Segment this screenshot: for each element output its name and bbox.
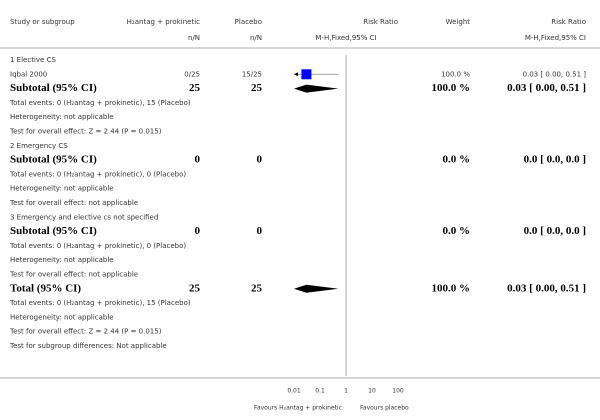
- note: Test for overall effect: Z = 2.44 (P = 0…: [9, 328, 162, 336]
- axis-label: Favours placebo: [360, 405, 409, 412]
- x-tick-label: 1: [344, 388, 348, 395]
- note: Test for subgroup differences: Not appli…: [9, 342, 167, 350]
- effect-cell: 0.0 [ 0.0, 0.0 ]: [524, 154, 586, 166]
- col-header: Placebo: [235, 18, 262, 26]
- effect-cell: 0.03 [ 0.00, 0.51 ]: [507, 82, 586, 94]
- treatment-cell: 25: [189, 282, 201, 294]
- group-title: 2 Emergency CS: [10, 142, 68, 150]
- diamond: [294, 84, 339, 93]
- note: Total events: 0 (H₂antag + prokinetic), …: [9, 299, 191, 307]
- x-tick-label: 0.1: [315, 388, 325, 395]
- row-label: Subtotal (95% CI): [10, 82, 97, 94]
- row-label: Total (95% CI): [10, 282, 81, 294]
- col-unit: n/N: [188, 34, 200, 42]
- note: Heterogeneity: not applicable: [10, 113, 114, 121]
- note: Test for overall effect: not applicable: [9, 271, 138, 279]
- control-cell: 0: [257, 225, 263, 237]
- diamond: [294, 284, 339, 293]
- col-header: Study or subgroup: [10, 18, 75, 26]
- weight-cell: 0.0 %: [443, 225, 471, 237]
- control-cell: 25: [251, 282, 263, 294]
- note: Total events: 0 (H₂antag + prokinetic), …: [9, 242, 186, 250]
- group-title: 3 Emergency and elective cs not specifie…: [10, 213, 158, 221]
- note: Total events: 0 (H₂antag + prokinetic), …: [9, 99, 191, 107]
- note: Heterogeneity: not applicable: [10, 313, 114, 321]
- x-tick-label: 10: [368, 388, 376, 395]
- x-tick-label: 100: [392, 388, 404, 395]
- note: Test for overall effect: not applicable: [9, 199, 138, 207]
- note: Heterogeneity: not applicable: [10, 256, 114, 264]
- effect-cell: 0.0 [ 0.0, 0.0 ]: [524, 225, 586, 237]
- weight-cell: 100.0 %: [432, 282, 471, 294]
- control-cell: 25: [251, 82, 263, 94]
- col-unit: n/N: [250, 34, 262, 42]
- group-title: 1 Elective CS: [10, 56, 56, 64]
- col-unit: M-H,Fixed,95% CI: [525, 34, 586, 42]
- note: Test for overall effect: Z = 2.44 (P = 0…: [9, 128, 162, 136]
- note: Total events: 0 (H₂antag + prokinetic), …: [9, 170, 186, 178]
- col-header: Risk Ratio: [363, 18, 398, 26]
- col-unit: M-H,Fixed,95% CI: [315, 34, 376, 42]
- ci-arrow: [294, 72, 298, 77]
- col-header: Weight: [446, 18, 471, 26]
- control-cell: 0: [257, 154, 263, 166]
- treatment-cell: 25: [189, 82, 201, 94]
- weight-cell: 100.0 %: [432, 82, 471, 94]
- treatment-cell: 0/25: [184, 70, 200, 78]
- note: Heterogeneity: not applicable: [10, 185, 114, 193]
- row-label: Subtotal (95% CI): [10, 225, 97, 237]
- treatment-cell: 0: [195, 225, 201, 237]
- treatment-cell: 0: [195, 154, 201, 166]
- row-label: Iqbal 2000: [10, 70, 47, 78]
- effect-cell: 0.03 [ 0.00, 0.51 ]: [523, 70, 587, 78]
- axis-label: Favours H₂antag + prokinetic: [254, 405, 342, 412]
- weight-cell: 0.0 %: [443, 154, 471, 166]
- control-cell: 15/25: [242, 70, 262, 78]
- row-label: Subtotal (95% CI): [10, 154, 97, 166]
- col-header: H₂antag + prokinetic: [127, 18, 200, 26]
- effect-cell: 0.03 [ 0.00, 0.51 ]: [507, 282, 586, 294]
- weight-cell: 100.0 %: [441, 70, 470, 78]
- point-estimate: [301, 69, 312, 80]
- x-tick-label: 0.01: [287, 388, 301, 395]
- col-header: Risk Ratio: [551, 18, 586, 26]
